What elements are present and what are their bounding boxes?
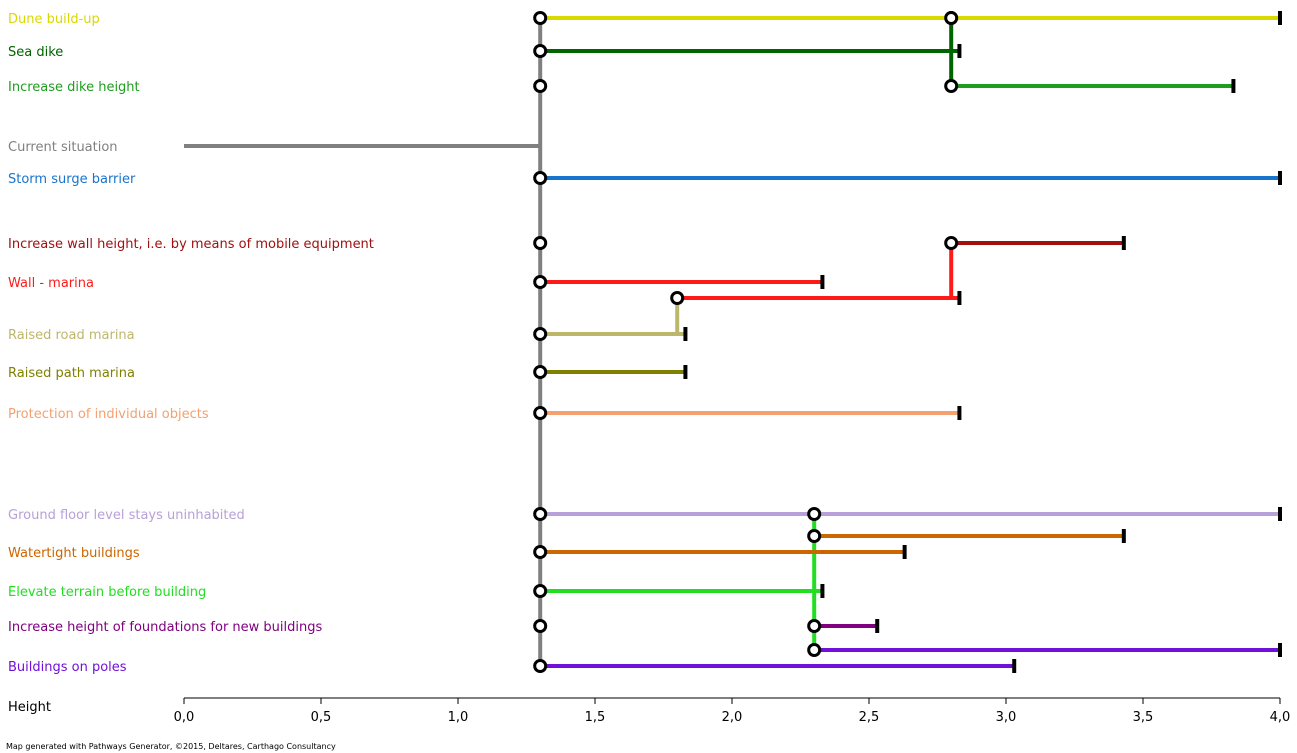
nodes-group: [533, 11, 959, 673]
x-tick-label: 4,0: [1270, 710, 1291, 725]
x-tick-label: 2,0: [722, 710, 743, 725]
start-node: [533, 365, 548, 379]
x-tick-label: 3,0: [996, 710, 1017, 725]
start-node: [533, 584, 548, 598]
action-label-watertight-buildings: Watertight buildings: [8, 546, 140, 561]
action-label-increase-dike-height: Increase dike height: [8, 80, 140, 95]
x-axis: Height 0,0 0,5 1,0 1,5 2,0 2,5 3,0 3,5 4,0: [8, 697, 1291, 725]
footer-credit: Map generated with Pathways Generator, ©…: [6, 742, 336, 751]
action-label-protection-of-individual-objects: Protection of individual objects: [8, 407, 209, 422]
current-situation-label: Current situation: [8, 140, 118, 155]
transfer-node: [807, 619, 822, 633]
action-label-increase-height-of-foundations-for-new-buildings: Increase height of foundations for new b…: [8, 620, 322, 635]
start-node: [533, 171, 548, 185]
x-tick-label: 2,5: [859, 710, 880, 725]
transfer-node: [944, 11, 959, 25]
action-segments-group: [540, 11, 1282, 673]
start-node: [533, 619, 548, 633]
transfer-node: [670, 291, 685, 305]
transfer-node: [944, 79, 959, 93]
start-node: [533, 659, 548, 673]
start-node: [533, 79, 548, 93]
action-labels-group: Dune build-up Sea dike Increase dike heigh…: [8, 12, 374, 675]
action-label-ground-floor-level-stays-uninhabited: Ground floor level stays uninhabited: [8, 508, 245, 523]
start-node: [533, 275, 548, 289]
start-node: [533, 11, 548, 25]
x-tick-label: 0,5: [311, 710, 332, 725]
action-label-buildings-on-poles: Buildings on poles: [8, 660, 127, 675]
transfer-lines-group: [675, 18, 954, 650]
transfer-node: [944, 236, 959, 250]
action-label-storm-surge-barrier: Storm surge barrier: [8, 172, 136, 187]
start-node: [533, 327, 548, 341]
action-label-wall-marina: Wall - marina: [8, 276, 94, 291]
action-label-dune-build-up: Dune build-up: [8, 12, 100, 27]
x-tick-label: 1,5: [585, 710, 606, 725]
x-tick-label: 3,5: [1133, 710, 1154, 725]
start-node: [533, 545, 548, 559]
action-label-raised-road-marina: Raised road marina: [8, 328, 135, 343]
start-node: [533, 44, 548, 58]
action-label-elevate-terrain-before-building: Elevate terrain before building: [8, 585, 206, 600]
start-node: [533, 236, 548, 250]
start-node: [533, 406, 548, 420]
transfer-node: [807, 529, 822, 543]
action-label-raised-path-marina: Raised path marina: [8, 366, 135, 381]
x-axis-title: Height: [8, 700, 51, 715]
x-tick-label: 0,0: [174, 710, 195, 725]
action-label-sea-dike: Sea dike: [8, 45, 63, 60]
action-label-increase-wall-height-i-e-by-means-of-mobile-equipment: Increase wall height, i.e. by means of m…: [8, 237, 374, 252]
x-tick-label: 1,0: [448, 710, 469, 725]
current-situation-group: Current situation: [8, 140, 541, 155]
start-node: [533, 507, 548, 521]
transfer-node: [807, 507, 822, 521]
transfer-node: [807, 643, 822, 657]
